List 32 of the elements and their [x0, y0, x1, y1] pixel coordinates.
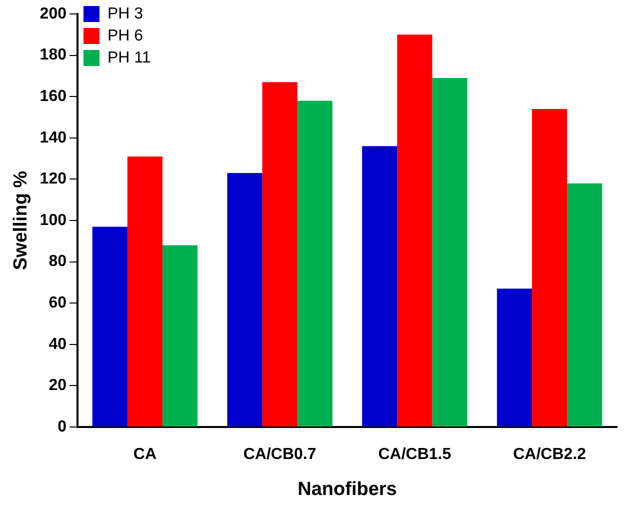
x-tick-label: CA/CB0.7 — [243, 446, 316, 464]
y-tick-label: 140 — [40, 129, 67, 146]
y-tick-label: 40 — [48, 336, 67, 353]
y-tick-label: 200 — [40, 5, 67, 22]
bar — [92, 226, 128, 426]
bar — [532, 108, 568, 426]
legend-label: PH 6 — [107, 27, 144, 44]
x-tick-label: CA/CB2.2 — [513, 446, 586, 464]
bar — [496, 288, 532, 426]
bar — [362, 146, 398, 426]
bar — [262, 82, 298, 426]
y-tick-label: 60 — [48, 294, 67, 312]
y-tick-label: 20 — [48, 377, 67, 394]
legend-label: PH 3 — [107, 5, 144, 22]
x-tick-label: CA/CB1.5 — [378, 446, 452, 464]
y-tick-label: 120 — [40, 170, 67, 188]
bar — [127, 156, 162, 426]
bar — [397, 34, 432, 426]
bar — [432, 78, 468, 426]
x-tick-label: CA — [133, 446, 157, 464]
y-tick-label: 160 — [40, 88, 67, 106]
bar — [297, 100, 332, 426]
y-tick-label: 100 — [40, 212, 67, 229]
y-axis-title: Swelling % — [10, 170, 32, 270]
x-axis-title: Nanofibers — [298, 478, 397, 500]
y-tick-label: 0 — [58, 418, 67, 436]
legend-label: PH 11 — [107, 49, 151, 66]
bar — [567, 183, 602, 426]
y-tick-label: 180 — [40, 46, 67, 64]
bar — [227, 173, 262, 426]
y-tick-label: 80 — [48, 253, 67, 270]
bar — [162, 245, 198, 426]
